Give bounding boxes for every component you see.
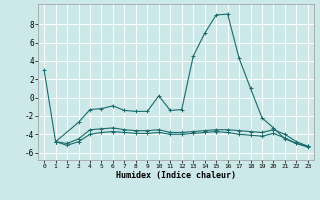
X-axis label: Humidex (Indice chaleur): Humidex (Indice chaleur) xyxy=(116,171,236,180)
